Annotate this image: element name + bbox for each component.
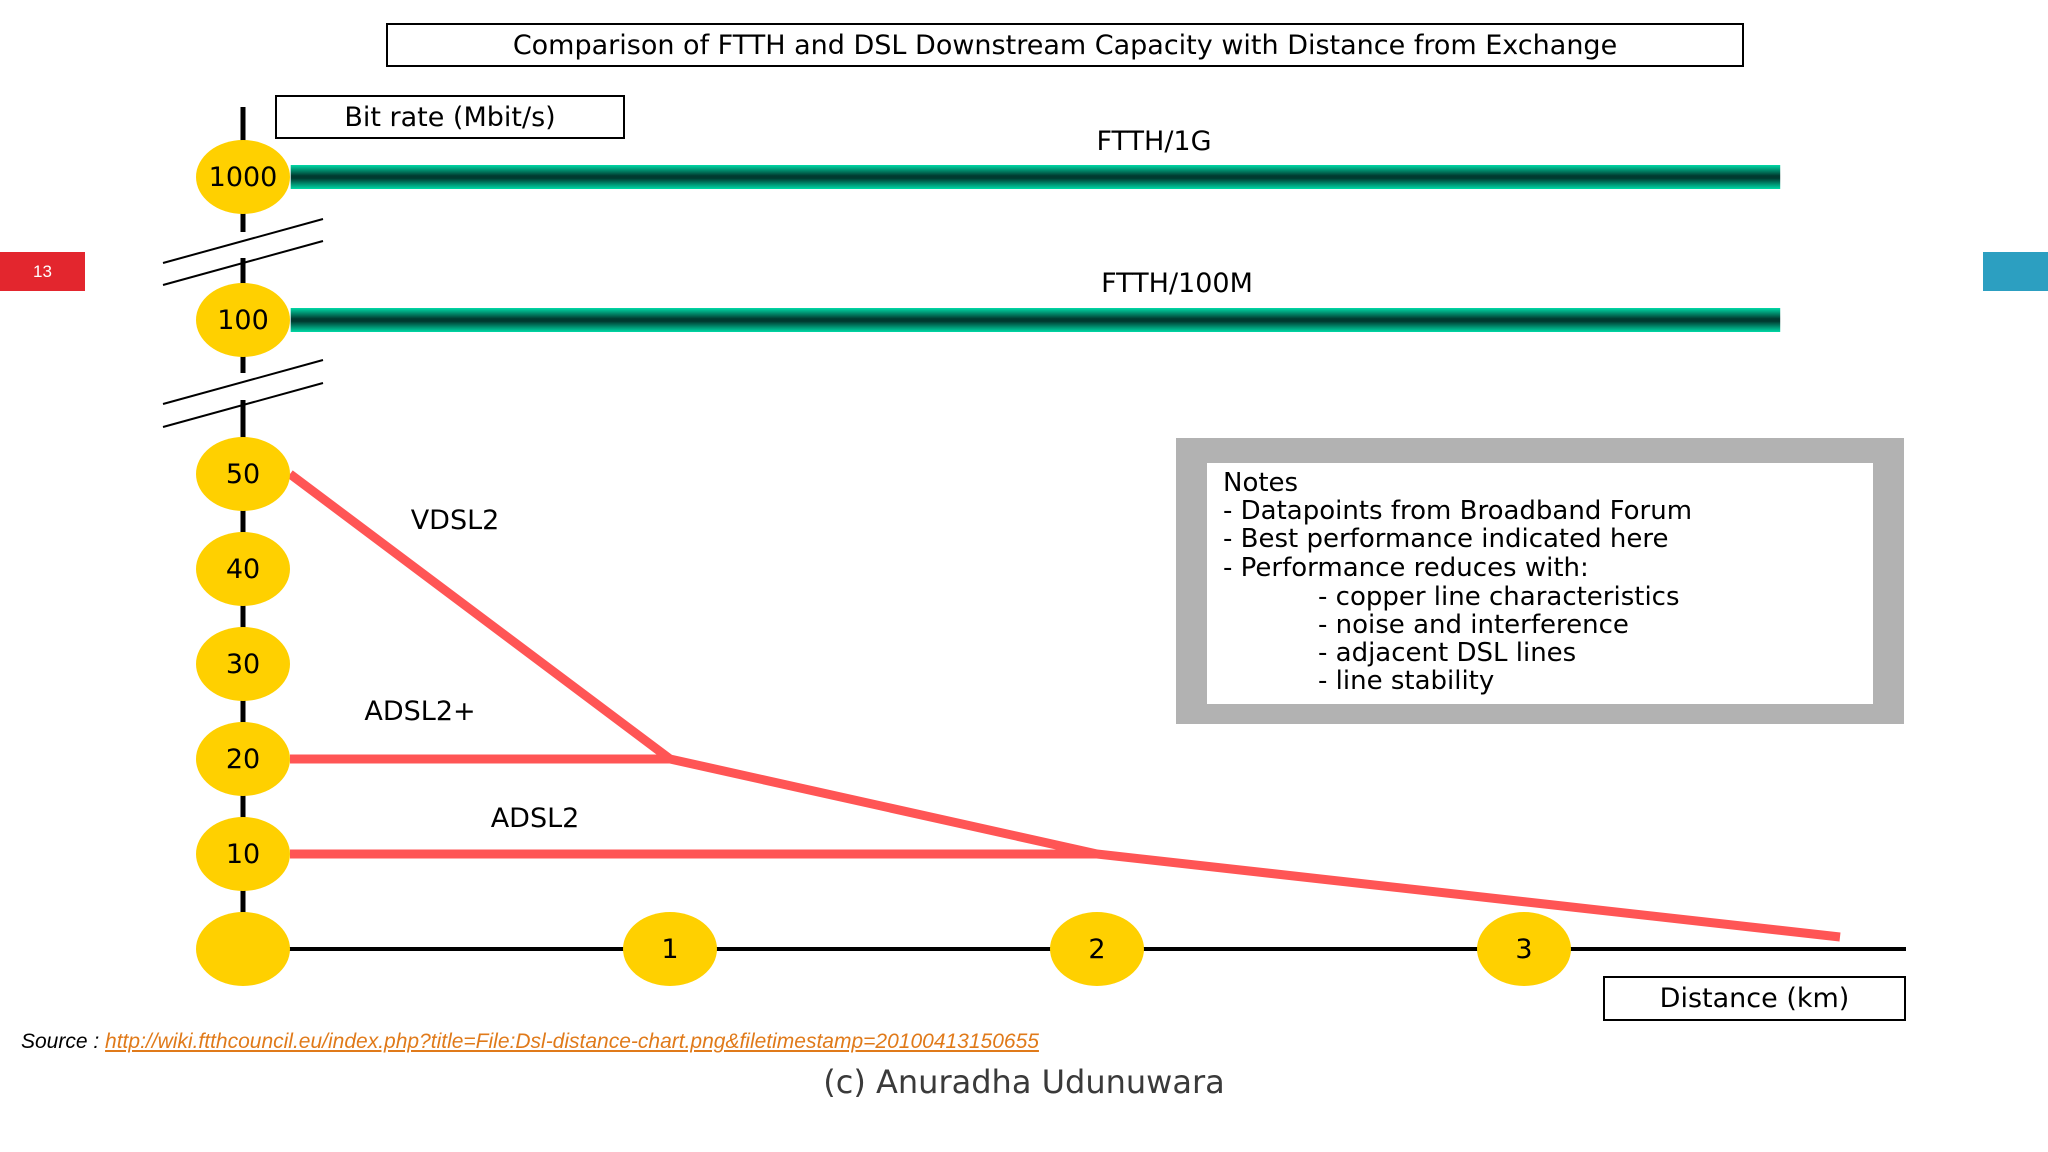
y-tick-label: 1000 xyxy=(209,162,278,193)
series-label-adsl2-: ADSL2+ xyxy=(364,696,475,727)
series-line-ftth-100m xyxy=(290,308,1781,332)
y-tick-label: 10 xyxy=(226,839,260,870)
x-tick-bubble xyxy=(1050,912,1144,986)
notes-subitem: - noise and interference xyxy=(1318,610,1629,640)
y-tick-label: 100 xyxy=(217,305,269,336)
notes-item: - Best performance indicated here xyxy=(1223,524,1669,554)
x-tick-bubble xyxy=(1477,912,1571,986)
y-tick-bubble xyxy=(196,437,290,511)
x-tick-label: 3 xyxy=(1515,934,1532,965)
source-citation: Source : http://wiki.ftthcouncil.eu/inde… xyxy=(21,1030,1039,1054)
notes-subitem: - adjacent DSL lines xyxy=(1318,638,1577,668)
source-prefix: Source : xyxy=(21,1030,106,1053)
x-tick-label: 2 xyxy=(1088,934,1105,965)
series-line-ftth-1g xyxy=(290,165,1781,189)
y-tick-bubble xyxy=(196,140,290,214)
series-label-ftth-100m: FTTH/100M xyxy=(1101,268,1253,299)
x-tick-label: 1 xyxy=(661,934,678,965)
axis-break-slash xyxy=(162,240,324,286)
series-label-adsl2: ADSL2 xyxy=(491,803,580,834)
slide-number: 13 xyxy=(0,252,85,291)
axis-break-slash xyxy=(162,359,324,405)
notes-item: - Datapoints from Broadband Forum xyxy=(1223,496,1693,526)
notes-subitem: - copper line characteristics xyxy=(1318,582,1680,612)
series-label-ftth-1g: FTTH/1G xyxy=(1096,126,1211,157)
source-link[interactable]: http://wiki.ftthcouncil.eu/index.php?tit… xyxy=(105,1030,1039,1053)
y-tick-label: 20 xyxy=(226,744,260,775)
axis-break-gap xyxy=(237,232,249,258)
axis-break-gap xyxy=(237,373,249,400)
notes-subitem: - line stability xyxy=(1318,666,1495,696)
series-line-vdsl2 xyxy=(287,470,1841,942)
y-axis-label: Bit rate (Mbit/s) xyxy=(275,95,625,139)
notes-item: - Performance reduces with: xyxy=(1223,553,1589,583)
y-tick-bubble xyxy=(196,532,290,606)
y-tick-bubble xyxy=(196,912,290,986)
x-axis-label: Distance (km) xyxy=(1603,976,1906,1021)
y-tick-bubble xyxy=(196,283,290,357)
side-accent-tab xyxy=(1983,252,2048,291)
y-tick-label: 50 xyxy=(226,459,260,490)
notes-panel: Notes - Datapoints from Broadband Forum … xyxy=(1207,463,1873,704)
axis-break-slash xyxy=(162,218,324,264)
chart-title: Comparison of FTTH and DSL Downstream Ca… xyxy=(386,23,1744,67)
y-tick-label: 40 xyxy=(226,554,260,585)
y-tick-bubble xyxy=(196,817,290,891)
notes-box: Notes - Datapoints from Broadband Forum … xyxy=(1176,438,1904,724)
series-label-vdsl2: VDSL2 xyxy=(411,505,500,536)
notes-heading: Notes xyxy=(1223,468,1299,498)
y-tick-label: 30 xyxy=(226,649,260,680)
y-tick-bubble xyxy=(196,722,290,796)
copyright-footer: (c) Anuradha Udunuwara xyxy=(823,1063,1225,1101)
axis-break-slash xyxy=(162,382,324,428)
x-tick-bubble xyxy=(623,912,717,986)
y-tick-bubble xyxy=(196,627,290,701)
